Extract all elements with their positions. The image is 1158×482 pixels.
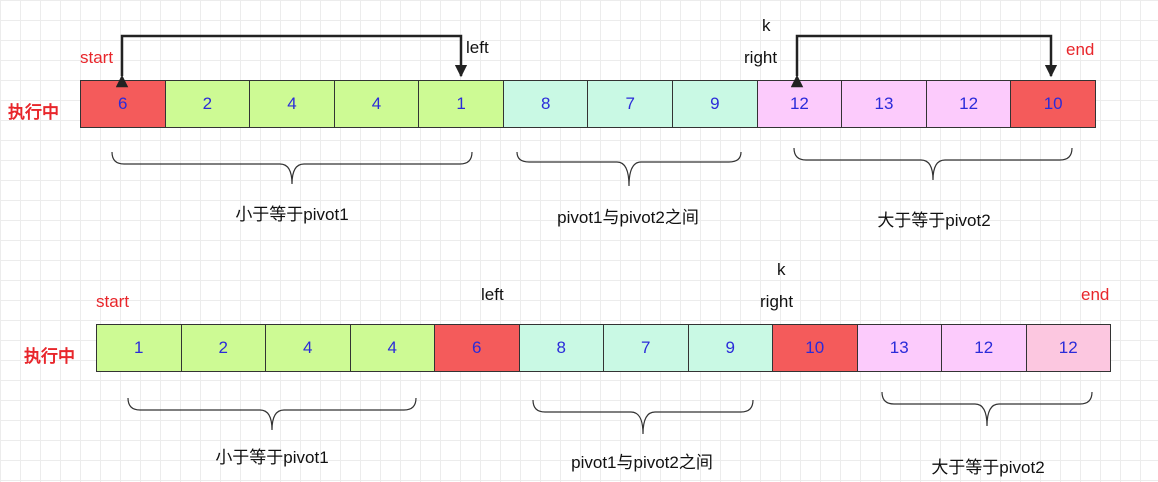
row2-right-marker: right [760, 292, 794, 311]
row1-cell-10: 12 [926, 81, 1012, 127]
row2-cell-8: 10 [773, 325, 858, 371]
row1-left-marker: left [466, 38, 489, 57]
row1-cell-2: 4 [250, 81, 335, 127]
row1-swap-arrow-right [790, 34, 1058, 88]
row1-group-middle: pivot1与pivot2之间 [557, 208, 699, 227]
row2-brace-upper [881, 391, 1093, 427]
row2-cell-2: 4 [266, 325, 351, 371]
row1-swap-arrow-left [115, 34, 468, 88]
row2-cell-6: 7 [604, 325, 689, 371]
row1-cell-9: 13 [842, 81, 927, 127]
row1-cell-8: 12 [757, 81, 843, 127]
row1-cell-7: 9 [673, 81, 758, 127]
row1-cell-11: 10 [1011, 81, 1095, 127]
row2-start-marker: start [96, 292, 130, 311]
row1-cell-0: 6 [81, 81, 166, 127]
row1-status-label: 执行中 [8, 103, 59, 122]
row2-left-marker: left [481, 285, 504, 304]
row2-status-label: 执行中 [24, 347, 75, 366]
row1-cell-5: 8 [503, 81, 589, 127]
row1-k-marker: k [762, 16, 771, 35]
row2-group-upper: 大于等于pivot2 [931, 458, 1045, 477]
row1-cell-4: 1 [419, 81, 504, 127]
row1-right-marker: right [744, 48, 778, 67]
row2-group-lower: 小于等于pivot1 [215, 448, 329, 467]
row1-brace-middle [516, 151, 742, 187]
row2-cell-4: 6 [435, 325, 520, 371]
row2-cell-10: 12 [942, 325, 1027, 371]
row2-cell-5: 8 [519, 325, 604, 371]
row2-brace-middle [532, 399, 754, 435]
row2-array: 1 2 4 4 6 8 7 9 10 13 12 12 [96, 324, 1111, 372]
row1-group-lower: 小于等于pivot1 [235, 205, 349, 224]
row2-k-marker: k [777, 260, 786, 279]
row2-cell-3: 4 [350, 325, 435, 371]
row2-group-middle: pivot1与pivot2之间 [571, 453, 713, 472]
row2-cell-11: 12 [1026, 325, 1110, 371]
row1-cell-1: 2 [165, 81, 251, 127]
row1-cell-3: 4 [334, 81, 420, 127]
row1-brace-upper [793, 147, 1073, 181]
row1-brace-lower [111, 151, 473, 185]
row2-cell-7: 9 [688, 325, 773, 371]
row2-cell-9: 13 [857, 325, 942, 371]
row1-group-upper: 大于等于pivot2 [877, 211, 991, 230]
row1-cell-6: 7 [588, 81, 674, 127]
row1-start-marker: start [80, 48, 114, 67]
row2-cell-1: 2 [181, 325, 266, 371]
row1-array: 6 2 4 4 1 8 7 9 12 13 12 10 [80, 80, 1096, 128]
row1-end-marker: end [1066, 40, 1095, 59]
row2-end-marker: end [1081, 285, 1110, 304]
row2-brace-lower [127, 397, 417, 431]
row2-cell-0: 1 [97, 325, 182, 371]
